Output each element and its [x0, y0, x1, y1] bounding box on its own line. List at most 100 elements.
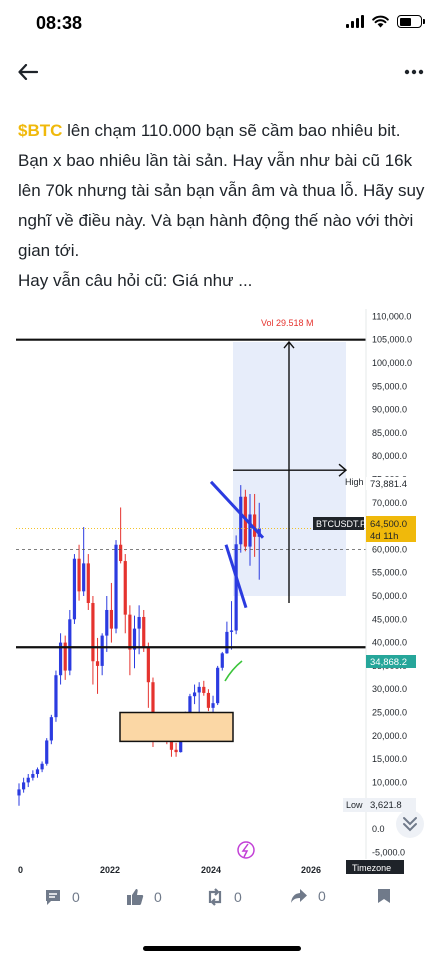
- candle-body: [132, 628, 137, 650]
- candle-body: [229, 630, 234, 632]
- wedge-lower-line: [224, 544, 248, 609]
- candle-body: [225, 631, 229, 654]
- cellular-signal-icon: [346, 15, 364, 28]
- candle-body: [31, 774, 35, 778]
- candle-body: [49, 717, 53, 741]
- symbol-badge: [313, 517, 364, 530]
- home-indicator: [143, 946, 301, 951]
- candle-body: [105, 609, 109, 636]
- candle-body: [234, 544, 238, 631]
- low-badge: [343, 798, 416, 812]
- scroll-down-button[interactable]: [396, 810, 424, 838]
- more-options-button[interactable]: [398, 56, 430, 88]
- candle-body: [119, 544, 123, 562]
- repost-button[interactable]: 0: [206, 888, 242, 906]
- chart-image[interactable]: 110,000.0 105,000.0 100,000.0 95,000.0 90,00…: [16, 309, 428, 874]
- candle-body: [82, 563, 86, 592]
- vol-label: Vol 29.518 M: [261, 318, 314, 328]
- x-tick-label: 0: [18, 865, 23, 874]
- candle-body: [239, 496, 243, 545]
- timezone-label: Timezone: [352, 863, 391, 873]
- share-button[interactable]: 0: [290, 888, 326, 904]
- projection-arrow-head: [283, 340, 295, 349]
- candle-body: [174, 749, 178, 753]
- candle-body: [253, 514, 257, 537]
- candle-body: [40, 763, 44, 770]
- y-tick-label: 40,000.0: [372, 638, 407, 648]
- candle-body: [197, 686, 201, 693]
- candle-body: [77, 558, 81, 592]
- y-tick-label: 15,000.0: [372, 754, 407, 764]
- horizontal-arrow-head: [338, 463, 348, 477]
- comment-button[interactable]: 0: [44, 888, 80, 906]
- coin-tag-link[interactable]: $BTC: [18, 121, 63, 140]
- status-time: 08:38: [36, 13, 83, 33]
- candlestick-chart: 110,000.0 105,000.0 100,000.0 95,000.0 90,00…: [16, 309, 424, 874]
- candle-body: [137, 616, 141, 629]
- x-tick-label: 2024: [201, 865, 221, 874]
- candle-body: [151, 682, 155, 736]
- y-tick-label: 45,000.0: [372, 614, 407, 624]
- y-tick-label: 95,000.0: [372, 381, 407, 391]
- top-nav: [0, 50, 444, 94]
- battery-icon: [397, 15, 425, 28]
- candle-body: [17, 789, 21, 796]
- candle-body: [95, 661, 100, 666]
- timezone-button[interactable]: [346, 860, 404, 874]
- back-button[interactable]: [12, 56, 44, 88]
- candle-body: [243, 496, 247, 547]
- post-body-text: lên chạm 110.000 bạn sẽ cầm bao nhiêu bi…: [18, 121, 425, 260]
- candle-body: [114, 544, 118, 629]
- high-value-badge: [366, 477, 416, 490]
- y-tick-label: 10,000.0: [372, 777, 407, 787]
- candle-body: [216, 667, 220, 704]
- repost-icon: [208, 888, 222, 906]
- candle-body: [86, 563, 90, 603]
- bookmark-button[interactable]: [377, 888, 391, 904]
- candle-body: [72, 558, 77, 620]
- candle-body: [202, 686, 206, 693]
- candle-body: [58, 642, 63, 676]
- like-count: 0: [154, 889, 162, 905]
- y-tick-label: 60,000.0: [372, 544, 407, 554]
- candle-body: [45, 740, 49, 764]
- comment-icon: [46, 890, 60, 905]
- candle-body: [146, 647, 150, 683]
- green-value: 34,868.2: [370, 657, 407, 668]
- green-value-badge: [366, 655, 416, 668]
- candle-body: [22, 782, 26, 790]
- countdown-value: 4d 11h: [370, 531, 398, 542]
- arrow-left-icon: [18, 64, 38, 80]
- status-bar: 08:38: [0, 0, 444, 48]
- post-paragraph: $BTC lên chạm 110.000 bạn sẽ cầm bao nhi…: [18, 116, 434, 266]
- candle-body: [123, 561, 127, 615]
- candle-body: [206, 692, 211, 708]
- watermark-logo: [237, 841, 255, 859]
- candles: [17, 485, 261, 806]
- candle-body: [142, 616, 146, 648]
- candle-body: [109, 609, 113, 629]
- y-tick-label: 50,000.0: [372, 591, 407, 601]
- y-tick-label: 80,000.0: [372, 451, 407, 461]
- comment-count: 0: [72, 889, 80, 905]
- y-tick-label: -5,000.0: [372, 847, 405, 857]
- y-tick-label: 0.0: [372, 824, 385, 834]
- chart-overlays: [16, 338, 366, 743]
- like-button[interactable]: 0: [126, 888, 162, 906]
- y-tick-label: 70,000.0: [372, 498, 407, 508]
- candle-body: [169, 738, 174, 750]
- low-value: 3,621.8: [370, 800, 402, 811]
- price-axis: 110,000.0 105,000.0 100,000.0 95,000.0 90,00…: [365, 309, 412, 859]
- thumbs-up-icon: [127, 889, 144, 905]
- wedge-upper-line: [209, 480, 265, 539]
- demand-zone-box: [119, 711, 234, 743]
- post-paragraph-2: Hay vẫn câu hỏi cũ: Giá như ...: [18, 271, 253, 290]
- last-price-badge: [366, 516, 416, 542]
- candle-body: [220, 653, 224, 668]
- candle-body: [128, 614, 132, 650]
- post-action-bar: 0 0 0 0: [0, 878, 444, 920]
- candle-body: [192, 692, 197, 697]
- candle-body: [63, 642, 67, 671]
- candle-body: [91, 602, 95, 662]
- candle-body: [68, 619, 72, 671]
